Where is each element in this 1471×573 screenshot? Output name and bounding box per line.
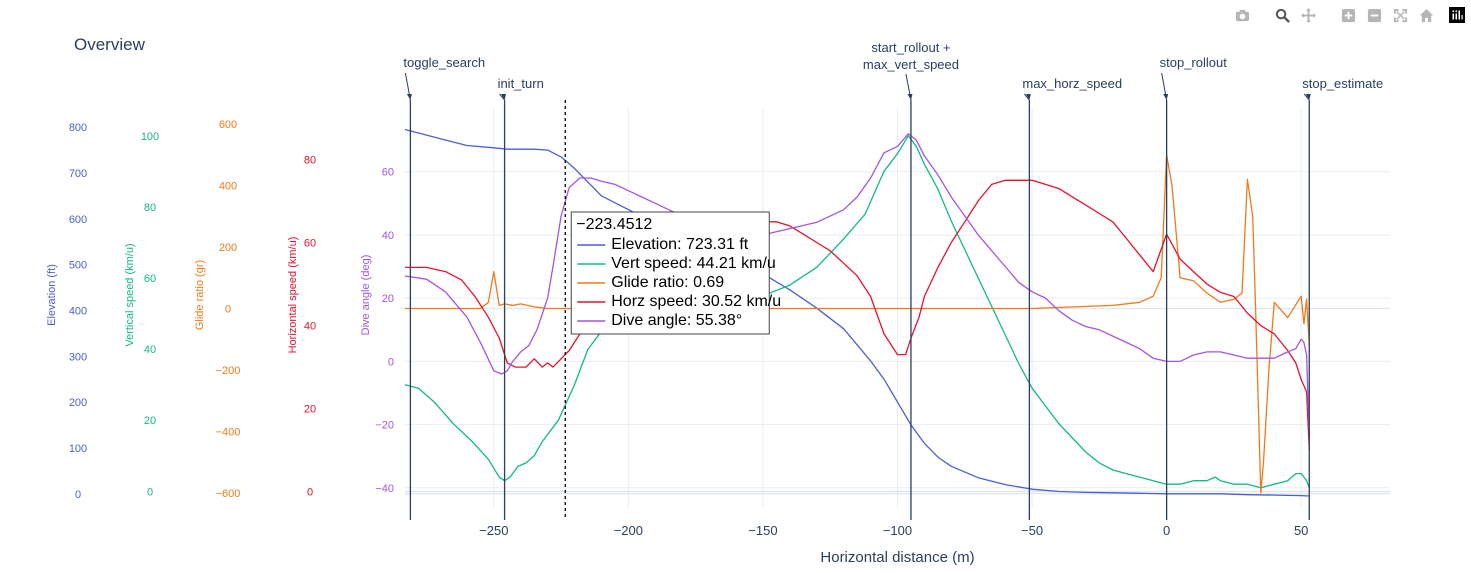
- event-label: max_vert_speed: [863, 57, 959, 72]
- series-line-glide: [405, 154, 1310, 494]
- home-icon[interactable]: [1415, 4, 1437, 26]
- y-tick-label-elevation: 200: [69, 397, 87, 409]
- y-tick-label-horz_speed: 60: [304, 238, 316, 250]
- x-tick-label: 0: [1163, 523, 1170, 538]
- y-tick-label-vert_speed: 80: [144, 202, 156, 214]
- event-label: init_turn: [498, 76, 544, 91]
- y-tick-label-glide: 600: [219, 119, 237, 131]
- y-tick-label-elevation: 600: [69, 214, 87, 226]
- hover-layer: −223.4512 Elevation: 723.31 ft Vert speed:…: [564, 100, 781, 520]
- series-layer: [404, 128, 1310, 497]
- event-arrowhead: [406, 94, 412, 100]
- x-tick-label: −200: [614, 523, 643, 538]
- zoom-in-icon[interactable]: [1337, 4, 1359, 26]
- y-tick-label-glide: −400: [216, 426, 241, 438]
- y-tick-label-vert_speed: 60: [144, 273, 156, 285]
- y-tick-label-dive: 20: [382, 293, 394, 305]
- y-tick-label-elevation: 700: [69, 168, 87, 180]
- autoscale-icon[interactable]: [1389, 4, 1411, 26]
- y-tick-label-dive: 60: [382, 167, 394, 179]
- y-tick-label-horz_speed: 20: [304, 404, 316, 416]
- hover-row-elevation: Elevation: 723.31 ft: [611, 236, 749, 253]
- y-tick-label-dive: 0: [388, 356, 394, 368]
- zoom-out-icon[interactable]: [1363, 4, 1385, 26]
- event-arrowhead: [501, 94, 507, 100]
- annotation-layer: toggle_search init_turn start_rollout + max…: [403, 40, 1383, 520]
- series-line-horz_speed: [405, 179, 1310, 451]
- y-tick-label-elevation: 100: [69, 443, 87, 455]
- y-tick-label-elevation: 0: [75, 489, 81, 501]
- pan-icon[interactable]: [1297, 4, 1319, 26]
- hover-tooltip-header: −223.4512: [576, 216, 652, 233]
- y-tick-label-glide: −600: [216, 488, 241, 500]
- y-axis-title-glide: Glide ratio (gr): [194, 260, 206, 330]
- event-label: start_rollout +: [871, 40, 950, 55]
- hover-tooltip: [570, 211, 770, 335]
- zoom-icon[interactable]: [1271, 4, 1293, 26]
- modebar: [1231, 4, 1465, 26]
- y-axis-title-elevation: Elevation (ft): [46, 264, 58, 326]
- y-tick-label-glide: 200: [219, 242, 237, 254]
- y-tick-label-elevation: 500: [69, 260, 87, 272]
- y-tick-label-elevation: 300: [69, 351, 87, 363]
- y-tick-label-vert_speed: 0: [147, 486, 153, 498]
- event-label: stop_rollout: [1160, 55, 1228, 70]
- hover-row-glide: Glide ratio: 0.69: [611, 274, 724, 291]
- x-tick-label: 50: [1294, 523, 1308, 538]
- hover-row-horz_speed: Horz speed: 30.52 km/u: [611, 293, 781, 310]
- chart-title: Overview: [74, 35, 145, 54]
- y-tick-label-vert_speed: 100: [141, 131, 159, 143]
- y-tick-label-horz_speed: 0: [307, 487, 313, 499]
- event-arrow: [499, 93, 505, 101]
- series-line-dive: [404, 133, 1310, 438]
- y-tick-label-dive: −40: [375, 483, 394, 495]
- event-arrowhead: [1025, 94, 1031, 100]
- x-axis: −250 −200 −150 −100 −50 0 50 Horizontal distanc…: [479, 523, 1308, 566]
- y-tick-label-vert_speed: 40: [144, 344, 156, 356]
- x-axis-title: Horizontal distance (m): [820, 549, 974, 566]
- x-tick-label: −250: [479, 523, 508, 538]
- series-line-vert_speed: [404, 135, 1310, 489]
- y-axis-title-horz_speed: Horizontal speed (km/u): [287, 237, 299, 354]
- y-tick-label-glide: 0: [225, 303, 231, 315]
- event-arrow: [1023, 93, 1030, 101]
- y-tick-label-dive: −20: [375, 420, 394, 432]
- camera-icon[interactable]: [1231, 4, 1253, 26]
- event-arrowhead: [1163, 94, 1169, 100]
- event-arrowhead: [1305, 94, 1311, 100]
- series-line-elevation: [404, 128, 1310, 497]
- x-tick-label: −50: [1021, 523, 1043, 538]
- y-tick-label-glide: 400: [219, 181, 237, 193]
- y-tick-label-horz_speed: 80: [304, 155, 316, 167]
- event-label: toggle_search: [403, 55, 485, 70]
- event-arrow: [1303, 93, 1310, 101]
- y-axis-title-vert_speed: Vertical speed (km/u): [124, 243, 136, 346]
- event-label: max_horz_speed: [1022, 76, 1122, 91]
- plotly-logo-icon[interactable]: [1449, 7, 1465, 23]
- hover-row-vert_speed: Vert speed: 44.21 km/u: [611, 255, 776, 272]
- y-tick-label-horz_speed: 40: [304, 321, 316, 333]
- y-tick-label-elevation: 800: [69, 122, 87, 134]
- x-tick-label: −100: [883, 523, 912, 538]
- y-axis-title-dive: Dive angle (deg): [360, 255, 372, 336]
- y-tick-label-vert_speed: 20: [144, 415, 156, 427]
- event-label: stop_estimate: [1302, 76, 1383, 91]
- x-tick-label: −150: [748, 523, 777, 538]
- y-tick-label-dive: 40: [382, 230, 394, 242]
- event-arrowhead: [907, 94, 913, 100]
- y-tick-label-elevation: 400: [69, 305, 87, 317]
- y-tick-label-glide: −200: [216, 365, 241, 377]
- hover-row-dive: Dive angle: 55.38°: [611, 312, 742, 329]
